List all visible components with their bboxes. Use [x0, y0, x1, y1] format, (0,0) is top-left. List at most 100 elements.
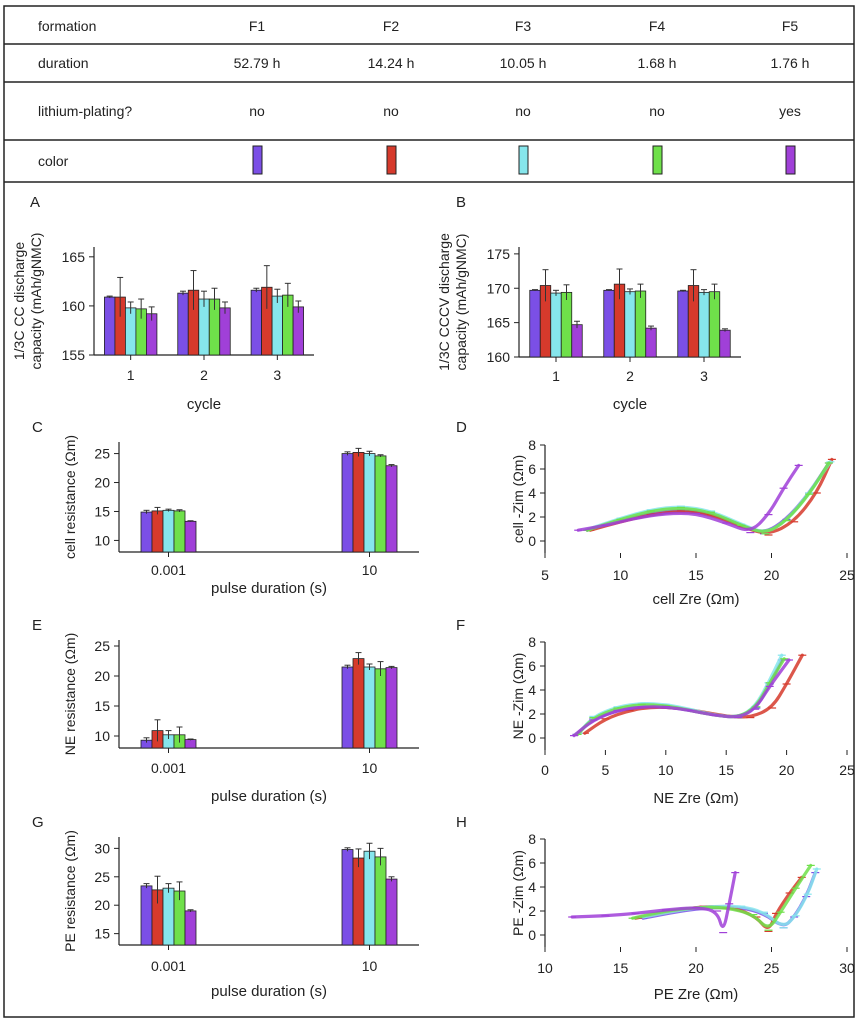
table-cell: 1.76 h	[771, 55, 810, 71]
chart-h-x-tick-label: 10	[537, 960, 553, 976]
chart-h-x-tick-label: 15	[613, 960, 629, 976]
chart-g-x-tick-label: 0.001	[151, 958, 186, 974]
chart-g-x-tick-label: 10	[362, 958, 378, 974]
chart-c-y-label: cell resistance (Ωm)	[62, 435, 78, 559]
table-cell: no	[515, 103, 531, 119]
chart-f-x-tick-label: 0	[541, 762, 549, 778]
chart-h-y-label: PE -Zim (Ωm)	[510, 850, 526, 936]
figure-border	[3, 5, 855, 1018]
chart-b-x-label: cycle	[613, 396, 647, 413]
chart-h-x-tick-label: 30	[839, 960, 855, 976]
chart-c-bar-f1	[140, 511, 153, 553]
chart-h-x-tick-label: 25	[764, 960, 780, 976]
chart-g: G 15 20 25 30 0.001 10 pulse duration (s) PE res…	[32, 814, 419, 1000]
chart-g-bar-f5	[385, 878, 398, 946]
color-swatch-f4	[652, 145, 663, 175]
color-swatch-f1	[252, 145, 263, 175]
chart-h-panel-label: H	[456, 814, 467, 831]
color-swatch-f2	[386, 145, 397, 175]
table-cell: F2	[383, 18, 400, 34]
chart-e-y-tick-label: 10	[94, 728, 110, 744]
chart-g-bar-f3	[162, 887, 175, 946]
chart-b-panel-label: B	[456, 194, 466, 211]
chart-a-bar-f3	[271, 295, 283, 356]
chart-c-y-tick-label: 25	[94, 446, 110, 462]
table-cell: F3	[515, 18, 532, 34]
chart-d-y-label: cell -Zim (Ωm)	[510, 455, 526, 543]
chart-f-y-tick-label: 8	[528, 634, 536, 650]
chart-a-bar-f3	[125, 307, 137, 356]
chart-b-bar-f4	[634, 290, 647, 358]
chart-h-x-tick-label: 20	[688, 960, 704, 976]
chart-f-panel-label: F	[456, 617, 465, 634]
chart-f-series-f1	[574, 658, 784, 736]
chart-d-x-tick-label: 5	[541, 567, 549, 583]
chart-b-bar-f5	[571, 324, 583, 358]
chart-f-x-tick-label: 10	[658, 762, 674, 778]
chart-a-x-tick-label: 3	[273, 367, 281, 383]
chart-b-y-tick-label: 175	[487, 246, 511, 262]
chart-f-x-label: NE Zre (Ωm)	[653, 790, 738, 807]
chart-e-bar-f2	[352, 658, 365, 749]
chart-b-bar-f1	[677, 290, 689, 358]
table-cell: no	[383, 103, 399, 119]
chart-f-y-label: NE -Zim (Ωm)	[510, 653, 526, 740]
chart-b-x-tick-label: 3	[700, 368, 708, 384]
chart-d-y-tick-label: 4	[528, 485, 536, 501]
chart-h-y-tick-label: 8	[528, 831, 536, 847]
chart-g-bar-f1	[341, 849, 354, 946]
chart-c-bar-f5	[184, 520, 197, 553]
table-cell: F4	[649, 18, 666, 34]
chart-b-bar-f5	[719, 329, 731, 358]
chart-c-x-label: pulse duration (s)	[211, 580, 327, 597]
chart-h: H 0 2 4 6 8 10 15 20 25 30 PE Zre (Ωm) PE -Zim (Ωm)	[456, 814, 855, 1003]
chart-a-bar-f5	[219, 307, 231, 356]
chart-e-bar-f5	[385, 667, 398, 749]
table-row-label: color	[38, 153, 69, 169]
chart-a-panel-label: A	[30, 194, 40, 211]
chart-h-y-tick-label: 6	[528, 855, 536, 871]
table-row-label: duration	[38, 55, 89, 71]
chart-f-series-f2	[583, 653, 804, 735]
chart-b: B 160 165 170 175 1 2 3 cycle 1/3C CCCV discharge…	[436, 194, 741, 413]
chart-d: D 0 2 4 6 8 5 10 15 20 25 cell Zre (Ωm) cell -Zim (Ω…	[456, 419, 855, 608]
chart-g-y-tick-label: 25	[94, 869, 110, 885]
chart-a-x-label: cycle	[187, 396, 221, 413]
chart-c-bar-f3	[363, 453, 376, 553]
chart-b-bar-f4	[708, 291, 721, 358]
chart-c-bar-f3	[162, 509, 175, 553]
chart-d-y-tick-label: 2	[528, 509, 536, 525]
chart-d-x-label: cell Zre (Ωm)	[652, 591, 739, 608]
chart-c-bar-f2	[352, 452, 365, 553]
chart-e-bar-f5	[184, 739, 197, 749]
chart-f-series-f3	[577, 653, 784, 735]
chart-e-panel-label: E	[32, 617, 42, 634]
chart-g-x-label: pulse duration (s)	[211, 983, 327, 1000]
chart-b-y-tick-label: 160	[487, 349, 511, 365]
chart-g-y-label: PE resistance (Ωm)	[62, 830, 78, 952]
table-cell: 1.68 h	[638, 55, 677, 71]
table-row-label: lithium-plating?	[38, 103, 132, 119]
chart-e-bar-f4	[374, 668, 387, 749]
chart-e-bar-f3	[363, 666, 376, 749]
chart-d-x-tick-label: 25	[839, 567, 855, 583]
chart-g-y-tick-label: 20	[94, 897, 110, 913]
chart-c-x-tick-label: 10	[362, 562, 378, 578]
chart-b-y-tick-label: 165	[487, 315, 511, 331]
chart-a-y-tick-label: 165	[62, 249, 86, 265]
table-cell: yes	[779, 103, 801, 119]
chart-a-bar-f1	[250, 289, 262, 356]
chart-c: C 10 15 20 25 0.001 10 pulse duration (s) cell r…	[32, 419, 419, 597]
chart-f-y-tick-label: 4	[528, 682, 536, 698]
chart-d-x-tick-label: 20	[764, 567, 780, 583]
chart-g-panel-label: G	[32, 814, 44, 831]
chart-a-x-tick-label: 2	[200, 367, 208, 383]
chart-a-bar-f3	[198, 298, 210, 356]
chart-a-y-tick-label: 160	[62, 298, 86, 314]
chart-f-x-tick-label: 20	[779, 762, 795, 778]
chart-e-x-tick-label: 0.001	[151, 760, 186, 776]
chart-b-bar-f1	[529, 289, 541, 358]
